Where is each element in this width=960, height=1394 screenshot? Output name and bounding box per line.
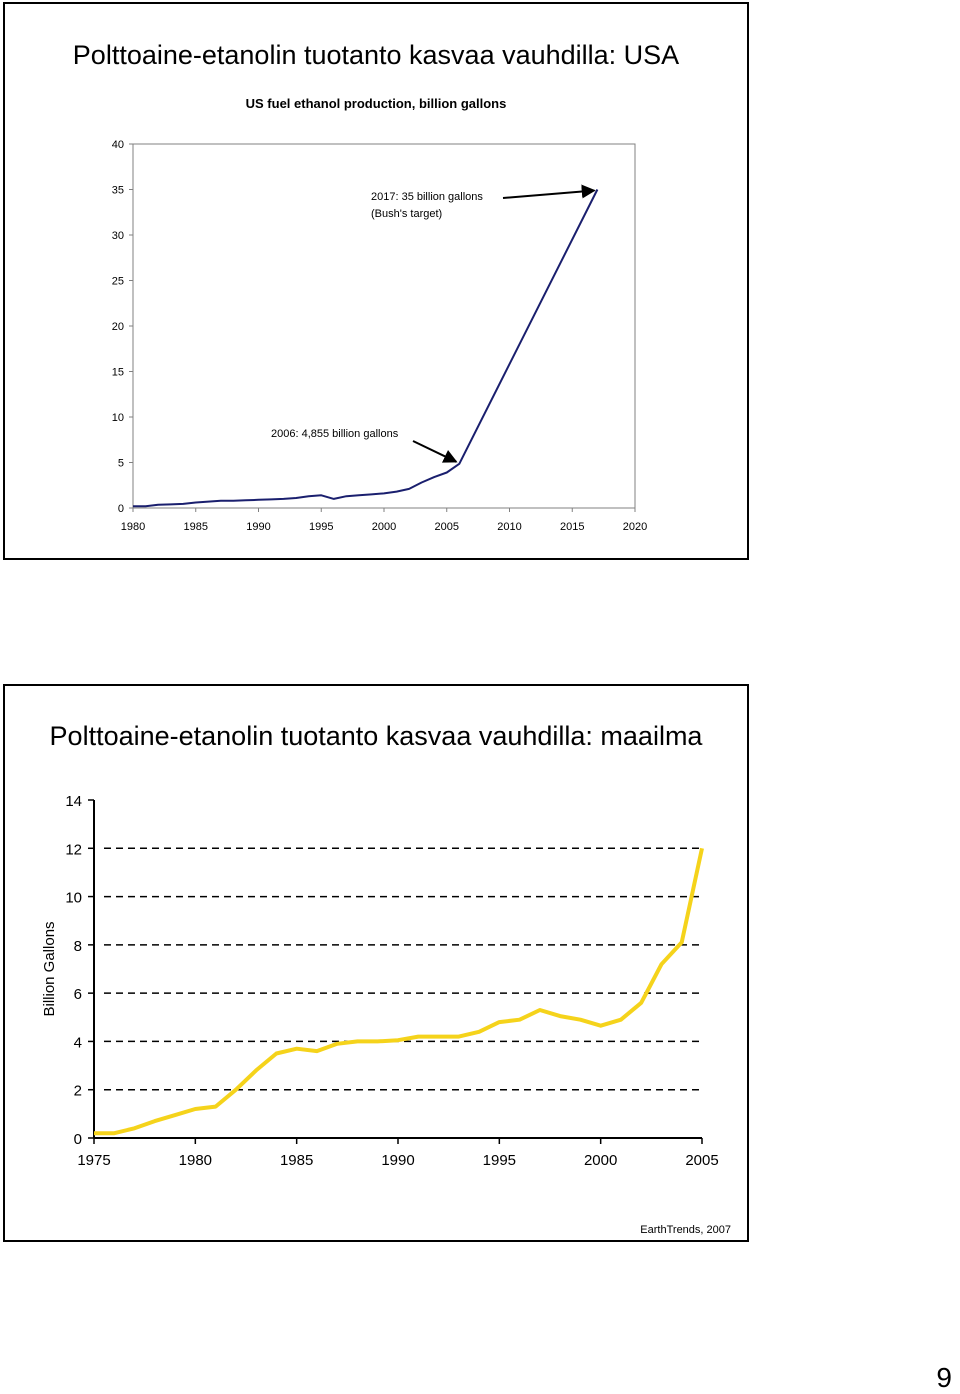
x-tick-label: 1980	[121, 521, 145, 533]
x-tick-label: 1995	[309, 521, 333, 533]
x-tick-label: 1990	[381, 1152, 414, 1169]
annotation-2006: 2006: 4,855 billion gallons	[271, 428, 399, 440]
annotation-target-note: (Bush's target)	[371, 208, 442, 220]
page-number: 9	[936, 1362, 952, 1393]
annotation-arrow-2006	[412, 440, 458, 463]
x-tick-label: 1985	[280, 1152, 313, 1169]
y-tick-label: 0	[118, 503, 124, 515]
y-tick-label: 40	[112, 139, 124, 151]
y-tick-label: 10	[65, 890, 82, 907]
x-tick-label: 2005	[685, 1152, 718, 1169]
y-tick-label: 6	[74, 986, 82, 1003]
x-tick-label: 2000	[372, 521, 396, 533]
source-note: EarthTrends, 2007	[640, 1224, 731, 1236]
series-line	[133, 189, 599, 508]
y-tick-label: 2	[74, 1083, 82, 1100]
slide-world: Polttoaine-etanolin tuotanto kasvaa vauh…	[3, 684, 749, 1242]
x-tick-label: 2000	[584, 1152, 617, 1169]
world-ethanol-chart: 0 2 4 6 8 10 12 14 1975 1980 1985 1990 1995 2000 2005 B…	[41, 793, 719, 1169]
y-tick-label: 10	[112, 412, 124, 424]
slide-usa: Polttoaine-etanolin tuotanto kasvaa vauh…	[3, 2, 749, 560]
x-tick-label: 2005	[435, 521, 459, 533]
y-tick-label: 30	[112, 230, 124, 242]
y-tick-label: 4	[74, 1034, 82, 1051]
x-tick-label: 2015	[560, 521, 584, 533]
y-axis-label: Billion Gallons	[41, 921, 58, 1016]
annotation-target: 2017: 35 billion gallons	[371, 191, 483, 203]
y-tick-label: 8	[74, 938, 82, 955]
y-tick-label: 25	[112, 276, 124, 288]
y-tick-label: 20	[112, 321, 124, 333]
x-tick-label: 1980	[179, 1152, 212, 1169]
y-tick-label: 5	[118, 458, 124, 470]
us-ethanol-chart: 0 5 10 15 20 25 30 35 40 1980 1985 1990 1995 2000 2005…	[112, 139, 647, 533]
x-tick-label: 1975	[77, 1152, 110, 1169]
x-tick-label: 2010	[497, 521, 521, 533]
chart-title: US fuel ethanol production, billion gall…	[245, 96, 507, 111]
slide-title: Polttoaine-etanolin tuotanto kasvaa vauh…	[49, 721, 703, 751]
x-tick-label: 1990	[246, 521, 270, 533]
annotation-arrow-target	[502, 184, 596, 199]
series-line	[94, 847, 704, 1136]
y-tick-label: 14	[65, 793, 82, 810]
y-tick-label: 12	[65, 841, 82, 858]
x-tick-label: 1995	[483, 1152, 516, 1169]
slide-title: Polttoaine-etanolin tuotanto kasvaa vauh…	[72, 40, 680, 70]
y-tick-label: 15	[112, 367, 124, 379]
x-tick-label: 2020	[623, 521, 647, 533]
x-tick-label: 1985	[184, 521, 208, 533]
y-tick-label: 0	[74, 1131, 82, 1148]
y-tick-label: 35	[112, 185, 124, 197]
